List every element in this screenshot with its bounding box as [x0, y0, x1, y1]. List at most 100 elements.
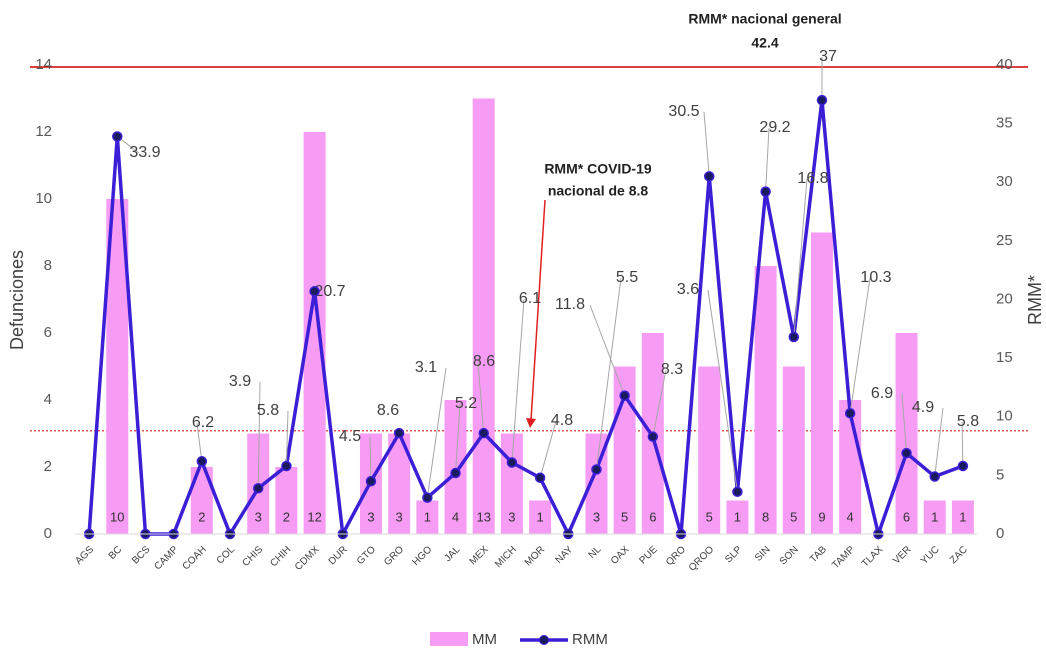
- x-tick-label: HGO: [410, 544, 434, 568]
- leader-line: [369, 436, 372, 482]
- x-tick-label: MICH: [493, 544, 519, 570]
- leader-line: [707, 289, 738, 492]
- line-value-label: 8.6: [473, 353, 495, 370]
- marker: [844, 407, 856, 419]
- bar-value-label: 5: [621, 509, 628, 524]
- x-tick-label: BCS: [130, 544, 153, 567]
- bar: [106, 199, 129, 534]
- y2-tick-label: 25: [996, 232, 1013, 249]
- line-value-label: 5.8: [957, 413, 979, 430]
- x-tick-label: CHIS: [241, 544, 266, 569]
- marker: [196, 456, 208, 467]
- y2-axis-title: RMM*: [1025, 275, 1045, 325]
- y2-tick-label: 15: [996, 349, 1013, 366]
- leader-line: [703, 111, 710, 177]
- line: [87, 99, 964, 541]
- x-tick-label: QROO: [687, 544, 717, 574]
- x-tick-label: CAMP: [152, 544, 180, 572]
- bar-value-label: 1: [536, 509, 543, 524]
- x-tick-label: OAX: [609, 544, 632, 567]
- line-value-label: 20.7: [314, 283, 345, 300]
- bar: [782, 366, 805, 534]
- x-tick-label: GRO: [382, 544, 406, 568]
- y2-tick-label: 5: [996, 466, 1004, 483]
- bar-value-label: 5: [790, 509, 797, 524]
- line-value-label: 5.5: [616, 269, 638, 286]
- x-tick-label: COAH: [181, 544, 209, 572]
- y2-tick-label: 35: [996, 115, 1013, 132]
- y-tick-label: 14: [35, 56, 52, 73]
- line-value-label: 6.1: [519, 290, 541, 307]
- x-tick-label: DUR: [327, 544, 350, 567]
- x-tick-label: TAB: [808, 544, 829, 565]
- marker: [309, 286, 320, 297]
- x-tick-label: MEX: [468, 544, 491, 567]
- x-tick-label: COL: [215, 544, 238, 567]
- bar: [275, 467, 298, 534]
- marker: [703, 171, 715, 182]
- y2-tick-label: 20: [996, 290, 1013, 307]
- x-tick-label: SLP: [723, 544, 744, 565]
- line-value-label: 16.8: [797, 170, 828, 187]
- x-tick-label: SIN: [753, 544, 773, 564]
- bar-value-label: 13: [476, 509, 490, 524]
- leader-line: [511, 298, 525, 463]
- marker: [732, 486, 743, 498]
- x-tick-label: NL: [587, 544, 604, 561]
- marker: [957, 460, 969, 472]
- bar-value-label: 4: [847, 509, 854, 524]
- bar-value-label: 2: [283, 509, 290, 524]
- y2-tick-label: 10: [996, 408, 1013, 425]
- marker: [112, 131, 123, 142]
- arrow-head: [526, 418, 536, 428]
- x-tick-label: CDMX: [293, 544, 322, 573]
- y-tick-label: 10: [35, 190, 52, 207]
- bar-value-label: 6: [649, 509, 656, 524]
- annotation: nacional de 8.8: [548, 183, 649, 199]
- bar: [303, 132, 326, 534]
- leader-line: [285, 410, 289, 467]
- marker: [788, 331, 800, 343]
- x-tick-label: NAY: [553, 544, 575, 566]
- line-value-label: 4.8: [551, 412, 573, 429]
- marker: [478, 427, 489, 439]
- marker: [422, 492, 433, 503]
- bar: [416, 500, 439, 534]
- bar-value-label: 9: [818, 509, 825, 524]
- bar-value-label: 5: [706, 509, 713, 524]
- bar-value-label: 3: [367, 509, 374, 524]
- bar: [698, 366, 721, 534]
- bar-value-label: 1: [959, 509, 966, 524]
- leader-line: [765, 127, 770, 192]
- y2-tick-label: 40: [996, 56, 1013, 73]
- bar: [529, 500, 552, 534]
- line-value-label: 30.5: [668, 103, 699, 120]
- line-value-label: 5.2: [455, 395, 477, 412]
- marker: [393, 427, 405, 439]
- marker: [534, 472, 546, 483]
- line-value-label: 6.9: [871, 385, 893, 402]
- bar-value-label: 6: [903, 509, 910, 524]
- bar: [951, 500, 974, 534]
- leader-line: [455, 403, 461, 474]
- marker: [647, 431, 659, 442]
- x-tick-label: MOR: [523, 544, 547, 568]
- bar: [388, 433, 411, 534]
- line-value-label: 29.2: [759, 119, 790, 136]
- annotation-arrow: [530, 199, 546, 421]
- line-value-label: 3.1: [415, 359, 437, 376]
- bar-value-label: 3: [255, 509, 262, 524]
- marker: [929, 471, 940, 482]
- leader-line: [595, 277, 622, 470]
- bar: [754, 266, 777, 534]
- bar-value-label: 12: [307, 509, 321, 524]
- leader-line: [849, 277, 871, 414]
- x-tick-label: AGS: [73, 544, 96, 567]
- marker: [619, 390, 630, 401]
- x-tick-label: BC: [107, 544, 125, 562]
- line-value-label: 4.5: [339, 428, 361, 445]
- leader-line: [901, 393, 908, 454]
- bar-value-label: 4: [452, 509, 459, 524]
- legend-label: MM: [472, 631, 497, 648]
